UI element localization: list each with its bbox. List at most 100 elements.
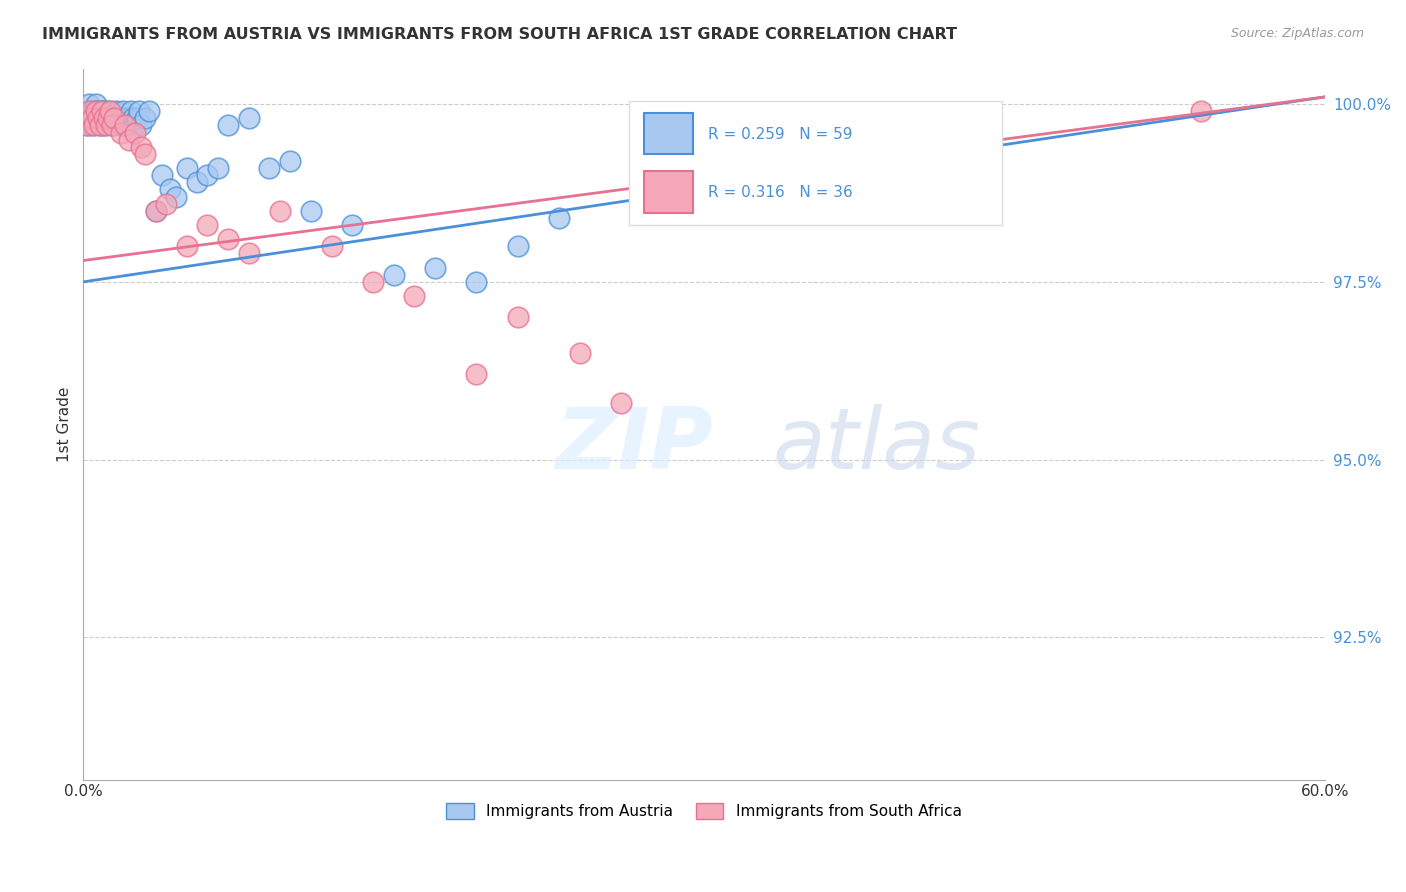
Point	[87, 112, 110, 126]
Point	[269, 203, 291, 218]
Point	[75, 112, 97, 126]
Point	[217, 119, 239, 133]
Legend: Immigrants from Austria, Immigrants from South Africa: Immigrants from Austria, Immigrants from…	[440, 797, 967, 825]
Point	[89, 112, 111, 126]
Y-axis label: 1st Grade: 1st Grade	[58, 386, 72, 462]
Point	[129, 140, 152, 154]
Point	[98, 104, 121, 119]
Point	[98, 104, 121, 119]
Point	[120, 104, 142, 119]
Point	[83, 112, 105, 126]
Point	[342, 218, 364, 232]
Point	[111, 104, 134, 119]
Point	[217, 232, 239, 246]
Point	[76, 119, 98, 133]
Point	[176, 161, 198, 175]
Point	[122, 112, 145, 126]
Point	[165, 189, 187, 203]
Point	[124, 126, 146, 140]
Point	[134, 112, 156, 126]
Point	[110, 126, 132, 140]
Text: Source: ZipAtlas.com: Source: ZipAtlas.com	[1230, 27, 1364, 40]
Text: IMMIGRANTS FROM AUSTRIA VS IMMIGRANTS FROM SOUTH AFRICA 1ST GRADE CORRELATION CH: IMMIGRANTS FROM AUSTRIA VS IMMIGRANTS FR…	[42, 27, 957, 42]
Point	[87, 112, 110, 126]
Point	[321, 239, 343, 253]
Point	[125, 112, 148, 126]
Point	[84, 97, 107, 112]
Point	[207, 161, 229, 175]
Point	[89, 119, 111, 133]
Point	[105, 104, 128, 119]
Point	[238, 246, 260, 260]
Point	[90, 104, 112, 119]
Point	[90, 104, 112, 119]
Point	[94, 112, 117, 126]
Point	[115, 119, 138, 133]
Point	[1189, 104, 1212, 119]
Point	[114, 112, 136, 126]
Point	[93, 119, 115, 133]
Point	[465, 275, 488, 289]
Point	[506, 310, 529, 325]
Point	[93, 112, 115, 126]
Point	[87, 104, 110, 119]
Point	[382, 268, 405, 282]
Point	[79, 104, 101, 119]
Point	[361, 275, 384, 289]
Point	[76, 119, 98, 133]
Point	[568, 346, 591, 360]
Point	[506, 239, 529, 253]
Point	[107, 112, 129, 126]
Point	[423, 260, 446, 275]
Point	[134, 146, 156, 161]
Point	[97, 112, 120, 126]
Point	[155, 196, 177, 211]
Point	[80, 119, 103, 133]
Point	[159, 182, 181, 196]
Point	[79, 112, 101, 126]
Point	[176, 239, 198, 253]
Point	[138, 104, 160, 119]
Point	[83, 119, 105, 133]
Point	[114, 119, 136, 133]
Point	[84, 104, 107, 119]
Point	[80, 112, 103, 126]
Point	[118, 112, 141, 126]
Point	[110, 119, 132, 133]
Point	[94, 119, 117, 133]
Point	[90, 112, 112, 126]
Point	[103, 112, 125, 126]
Point	[97, 112, 120, 126]
Point	[101, 119, 124, 133]
Point	[94, 104, 117, 119]
Point	[150, 168, 173, 182]
Point	[118, 133, 141, 147]
Point	[79, 97, 101, 112]
Point	[145, 203, 167, 218]
Point	[404, 289, 426, 303]
Point	[76, 104, 98, 119]
Point	[299, 203, 322, 218]
Point	[128, 104, 150, 119]
Point	[548, 211, 571, 225]
Point	[80, 104, 103, 119]
Point	[75, 112, 97, 126]
Point	[197, 168, 219, 182]
Point	[197, 218, 219, 232]
Point	[83, 104, 105, 119]
Point	[124, 119, 146, 133]
Point	[84, 104, 107, 119]
Text: atlas: atlas	[772, 404, 980, 487]
Point	[186, 175, 208, 189]
Text: ZIP: ZIP	[555, 404, 713, 487]
Point	[610, 395, 633, 409]
Point	[278, 153, 301, 168]
Point	[93, 104, 115, 119]
Point	[465, 368, 488, 382]
Point	[145, 203, 167, 218]
Point	[129, 119, 152, 133]
Point	[103, 112, 125, 126]
Point	[238, 112, 260, 126]
Point	[259, 161, 281, 175]
Point	[89, 119, 111, 133]
